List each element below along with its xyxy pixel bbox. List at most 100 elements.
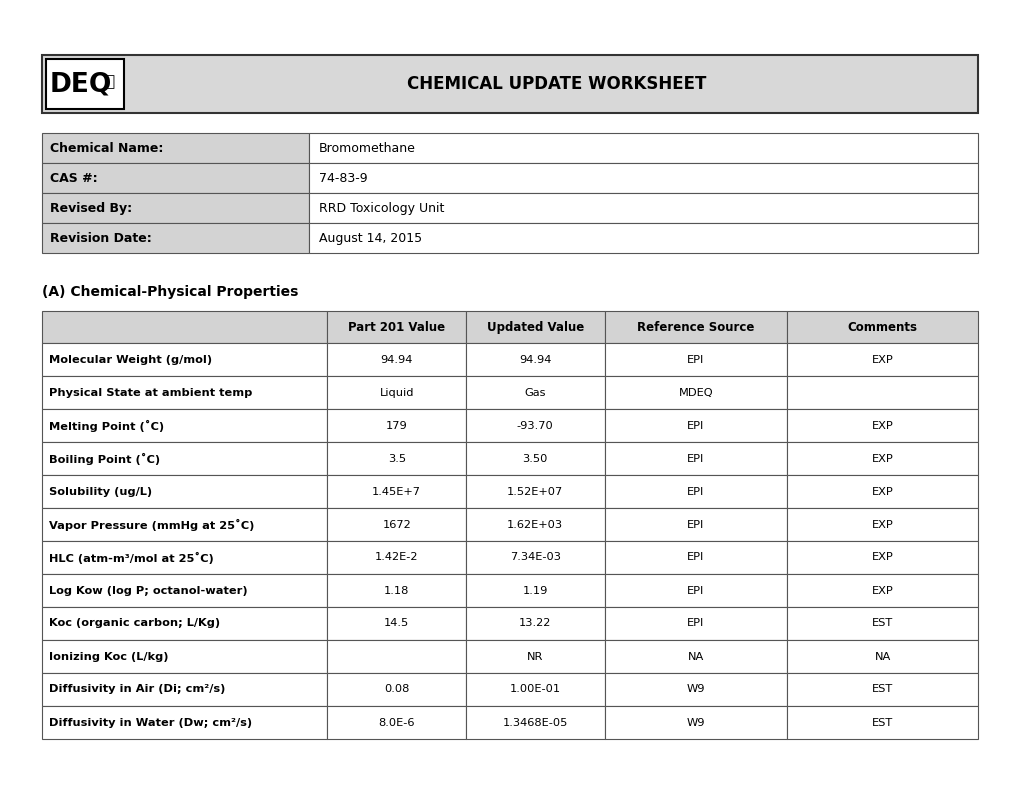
Text: EPI: EPI (687, 454, 704, 463)
Bar (466, 607, 604, 640)
Text: Reference Source: Reference Source (637, 321, 754, 333)
Bar (42, 133, 309, 163)
Text: EPI: EPI (687, 486, 704, 496)
Text: Log Kow (log P; octanol-water): Log Kow (log P; octanol-water) (49, 585, 248, 596)
Bar (604, 706, 787, 739)
Text: Molecular Weight (g/mol): Molecular Weight (g/mol) (49, 355, 212, 365)
Bar (604, 574, 787, 607)
Bar (309, 163, 977, 193)
Text: 179: 179 (385, 421, 408, 430)
Text: 0.08: 0.08 (384, 685, 409, 694)
Bar (466, 442, 604, 475)
Text: 1.3468E-05: 1.3468E-05 (502, 718, 568, 727)
Text: 1.19: 1.19 (522, 585, 547, 596)
Bar (42, 541, 327, 574)
Text: EPI: EPI (687, 519, 704, 530)
Bar (604, 508, 787, 541)
Text: ⛹: ⛹ (105, 75, 114, 90)
Text: Comments: Comments (847, 321, 917, 333)
Text: 7.34E-03: 7.34E-03 (510, 552, 560, 563)
Bar (327, 607, 466, 640)
Text: Boiling Point (˚C): Boiling Point (˚C) (49, 452, 160, 465)
Bar (42, 442, 327, 475)
Bar (42, 343, 327, 376)
Bar (42, 475, 327, 508)
Text: Ionizing Koc (L/kg): Ionizing Koc (L/kg) (49, 652, 168, 661)
Text: 8.0E-6: 8.0E-6 (378, 718, 415, 727)
Bar (604, 541, 787, 574)
Text: EXP: EXP (871, 454, 893, 463)
Text: 1.52E+07: 1.52E+07 (506, 486, 562, 496)
Text: CAS #:: CAS #: (50, 172, 98, 184)
Text: NA: NA (687, 652, 703, 661)
Text: EXP: EXP (871, 355, 893, 365)
Bar (787, 541, 977, 574)
Bar (466, 640, 604, 673)
Bar (787, 442, 977, 475)
Bar (466, 508, 604, 541)
Bar (604, 607, 787, 640)
Bar (327, 673, 466, 706)
Text: 74-83-9: 74-83-9 (319, 172, 367, 184)
Text: (A) Chemical-Physical Properties: (A) Chemical-Physical Properties (42, 285, 299, 299)
Bar (42, 193, 309, 223)
Bar (466, 409, 604, 442)
Bar (42, 55, 977, 113)
Bar (466, 541, 604, 574)
Text: Liquid: Liquid (379, 388, 414, 397)
Bar (604, 442, 787, 475)
Text: 14.5: 14.5 (384, 619, 409, 629)
Text: Part 201 Value: Part 201 Value (347, 321, 445, 333)
Text: Revision Date:: Revision Date: (50, 232, 152, 244)
Text: MDEQ: MDEQ (678, 388, 712, 397)
Bar (604, 640, 787, 673)
Text: Diffusivity in Air (Di; cm²/s): Diffusivity in Air (Di; cm²/s) (49, 685, 225, 694)
Text: HLC (atm-m³/mol at 25˚C): HLC (atm-m³/mol at 25˚C) (49, 552, 214, 563)
Bar (327, 574, 466, 607)
Bar (466, 673, 604, 706)
Bar (604, 376, 787, 409)
Text: EPI: EPI (687, 421, 704, 430)
Text: EXP: EXP (871, 519, 893, 530)
Bar (466, 376, 604, 409)
Text: EXP: EXP (871, 421, 893, 430)
Bar (466, 574, 604, 607)
Text: EPI: EPI (687, 552, 704, 563)
Text: EXP: EXP (871, 585, 893, 596)
Text: 1.18: 1.18 (384, 585, 409, 596)
Text: Melting Point (˚C): Melting Point (˚C) (49, 419, 164, 432)
Bar (466, 475, 604, 508)
Bar (787, 409, 977, 442)
Text: 1.62E+03: 1.62E+03 (506, 519, 562, 530)
Text: -93.70: -93.70 (517, 421, 553, 430)
Bar (787, 640, 977, 673)
Bar (787, 343, 977, 376)
Text: 94.94: 94.94 (519, 355, 551, 365)
Text: Solubility (ug/L): Solubility (ug/L) (49, 486, 152, 496)
Bar (46, 59, 124, 109)
Text: W9: W9 (686, 718, 704, 727)
Text: Bromomethane: Bromomethane (319, 142, 415, 154)
Bar (42, 508, 327, 541)
Text: Chemical Name:: Chemical Name: (50, 142, 163, 154)
Bar (42, 607, 327, 640)
Bar (604, 673, 787, 706)
Text: 1.00E-01: 1.00E-01 (510, 685, 560, 694)
Bar (42, 409, 327, 442)
Text: EST: EST (871, 685, 893, 694)
Text: NR: NR (527, 652, 543, 661)
Bar (787, 508, 977, 541)
Text: NA: NA (873, 652, 890, 661)
Text: 13.22: 13.22 (519, 619, 551, 629)
Text: DEQ: DEQ (50, 71, 112, 97)
Text: EPI: EPI (687, 619, 704, 629)
Text: EPI: EPI (687, 355, 704, 365)
Bar (327, 640, 466, 673)
Bar (787, 376, 977, 409)
Bar (309, 193, 977, 223)
Bar (787, 311, 977, 343)
Bar (42, 223, 309, 253)
Bar (604, 343, 787, 376)
Text: 1.42E-2: 1.42E-2 (375, 552, 418, 563)
Text: Koc (organic carbon; L/Kg): Koc (organic carbon; L/Kg) (49, 619, 220, 629)
